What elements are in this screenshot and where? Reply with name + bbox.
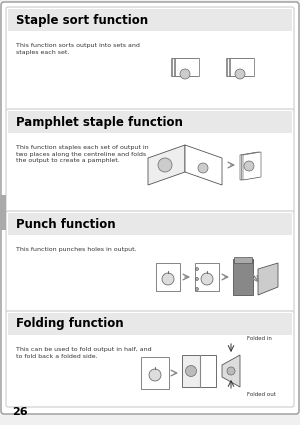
Text: Folding function: Folding function <box>16 317 124 331</box>
Circle shape <box>201 273 213 285</box>
Text: Folded in: Folded in <box>247 335 272 340</box>
Text: This function staples each set of output in
two places along the centreline and : This function staples each set of output… <box>16 145 148 163</box>
Polygon shape <box>185 145 222 185</box>
Text: Staple sort function: Staple sort function <box>16 14 148 26</box>
Circle shape <box>196 267 199 270</box>
FancyBboxPatch shape <box>234 257 252 263</box>
Polygon shape <box>240 152 258 180</box>
FancyBboxPatch shape <box>8 9 292 31</box>
FancyBboxPatch shape <box>8 111 292 133</box>
FancyBboxPatch shape <box>0 195 6 230</box>
Circle shape <box>196 278 199 281</box>
FancyBboxPatch shape <box>6 311 294 407</box>
Polygon shape <box>148 145 185 185</box>
Text: 26: 26 <box>12 407 28 417</box>
Polygon shape <box>174 58 198 76</box>
Polygon shape <box>172 58 197 76</box>
Polygon shape <box>182 355 200 387</box>
FancyBboxPatch shape <box>1 2 299 414</box>
Polygon shape <box>229 58 253 76</box>
Circle shape <box>198 163 208 173</box>
Circle shape <box>244 161 254 171</box>
FancyBboxPatch shape <box>6 109 294 213</box>
Circle shape <box>158 158 172 172</box>
Text: Folded out: Folded out <box>247 391 276 397</box>
FancyBboxPatch shape <box>233 259 253 295</box>
Polygon shape <box>200 355 216 387</box>
Text: Punch function: Punch function <box>16 218 116 230</box>
Circle shape <box>235 69 245 79</box>
FancyBboxPatch shape <box>8 213 292 235</box>
Polygon shape <box>226 58 250 76</box>
FancyBboxPatch shape <box>6 7 294 111</box>
FancyBboxPatch shape <box>6 211 294 313</box>
Polygon shape <box>230 58 254 76</box>
Polygon shape <box>242 152 260 180</box>
Polygon shape <box>243 152 261 180</box>
Circle shape <box>196 287 199 291</box>
Text: This can be used to fold output in half, and
to fold back a folded side.: This can be used to fold output in half,… <box>16 347 152 359</box>
Polygon shape <box>175 58 199 76</box>
Polygon shape <box>195 263 219 291</box>
Polygon shape <box>227 58 251 76</box>
Circle shape <box>149 369 161 381</box>
Polygon shape <box>141 357 169 389</box>
Polygon shape <box>156 263 180 291</box>
Circle shape <box>162 273 174 285</box>
Text: This function sorts output into sets and
staples each set.: This function sorts output into sets and… <box>16 43 140 54</box>
Circle shape <box>180 69 190 79</box>
Text: This function punches holes in output.: This function punches holes in output. <box>16 247 136 252</box>
Circle shape <box>227 367 235 375</box>
Circle shape <box>185 366 197 377</box>
Text: Pamphlet staple function: Pamphlet staple function <box>16 116 183 128</box>
Polygon shape <box>171 58 195 76</box>
FancyBboxPatch shape <box>8 313 292 335</box>
Polygon shape <box>258 263 278 295</box>
Polygon shape <box>222 355 240 387</box>
